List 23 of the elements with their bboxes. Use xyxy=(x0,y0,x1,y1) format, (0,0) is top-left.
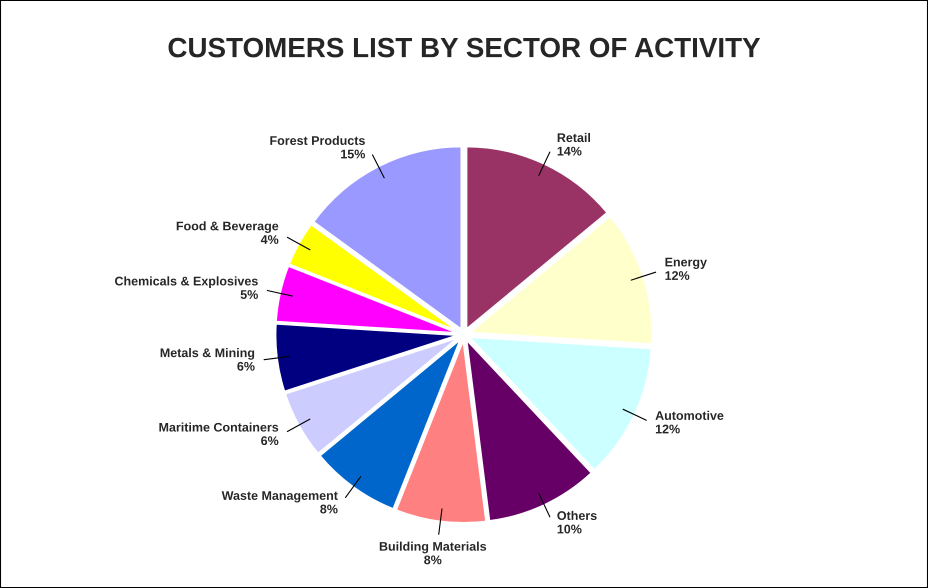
data-label: 12% xyxy=(665,271,690,280)
slice-label: Others xyxy=(557,510,597,520)
chart-title: CUSTOMERS LIST BY SECTOR OF ACTIVITY xyxy=(168,38,760,58)
slice-label: Chemicals & Explosives xyxy=(114,276,258,288)
slice-label: Waste Management xyxy=(222,491,338,502)
data-label: 6% xyxy=(237,362,255,371)
slice-label: Automotive xyxy=(655,410,724,420)
slice-label: Food & Beverage xyxy=(176,221,278,233)
data-label: 8% xyxy=(424,555,442,564)
data-label: 8% xyxy=(320,504,338,514)
slice-label: Forest Products xyxy=(270,136,365,145)
data-label: 14% xyxy=(558,146,582,156)
data-label: 10% xyxy=(558,524,582,534)
data-label: 5% xyxy=(240,290,258,299)
data-label: 12% xyxy=(656,424,680,434)
slice-label: Maritime Containers xyxy=(159,422,278,432)
data-label: 4% xyxy=(260,235,278,244)
slice-label: Retail xyxy=(558,132,590,142)
slice-label: Building Materials xyxy=(380,542,486,554)
slice-label: Metals & Mining xyxy=(160,348,254,360)
data-label: 15% xyxy=(341,150,366,158)
slice-label: Energy xyxy=(665,258,707,269)
data-label: 6% xyxy=(261,436,278,446)
